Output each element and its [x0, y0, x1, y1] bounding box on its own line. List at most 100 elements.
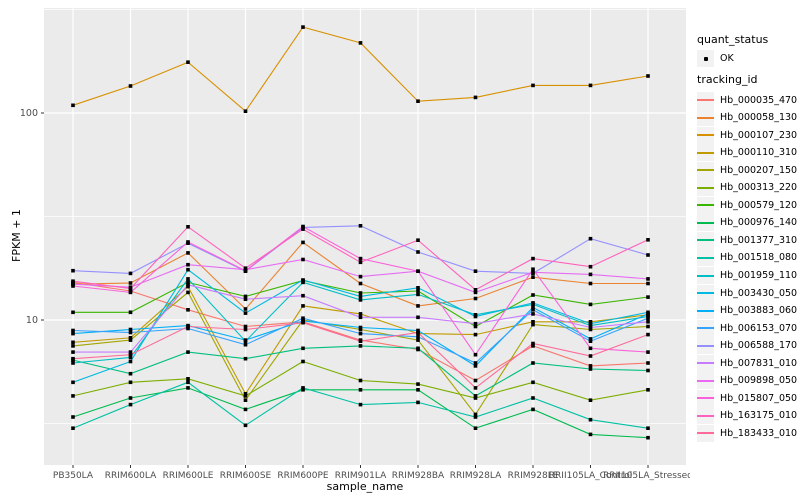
- data-point: [71, 415, 75, 419]
- data-point: [71, 310, 75, 315]
- legend-key: [697, 196, 714, 214]
- data-point: [646, 388, 650, 392]
- y-axis-title: FPKM + 1: [10, 209, 23, 262]
- data-point: [473, 394, 478, 398]
- data-point: [186, 225, 190, 229]
- legend-key: [697, 267, 714, 284]
- data-point: [243, 338, 248, 342]
- data-point: [243, 307, 248, 311]
- legend-entry-Hb_000207_150: Hb_000207_150: [697, 161, 798, 179]
- data-point: [531, 344, 535, 348]
- line-swatch-icon: [697, 221, 714, 224]
- data-point: [646, 277, 650, 281]
- data-point: [588, 417, 593, 422]
- legend-label: OK: [720, 53, 734, 64]
- data-point: [128, 396, 133, 400]
- data-point: [71, 361, 75, 365]
- legend-label: Hb_183433_010: [720, 427, 798, 439]
- data-point: [416, 269, 420, 273]
- data-point: [416, 338, 420, 342]
- legend-label: Hb_000207_150: [720, 164, 798, 176]
- data-point: [128, 352, 133, 357]
- data-point: [243, 356, 248, 361]
- legend-key: [697, 389, 714, 407]
- data-point: [186, 326, 190, 331]
- data-point: [128, 355, 133, 360]
- data-point: [531, 293, 535, 297]
- line-swatch-icon: [697, 239, 714, 242]
- legend-key: [697, 337, 714, 355]
- legend-label: Hb_000110_310: [720, 147, 798, 159]
- data-point: [358, 281, 363, 286]
- legend-key: [697, 302, 714, 320]
- data-point: [128, 271, 133, 276]
- data-point: [531, 275, 535, 279]
- x-tick-label: RRIM600LE: [163, 471, 214, 481]
- legend-label: Hb_006153_070: [720, 322, 798, 334]
- line-swatch-icon: [697, 151, 714, 154]
- data-point: [71, 426, 75, 430]
- data-point: [531, 270, 535, 275]
- line-swatch-icon: [697, 116, 714, 119]
- data-point: [531, 305, 535, 310]
- data-point: [588, 337, 593, 341]
- data-point: [531, 267, 535, 271]
- data-point: [71, 279, 75, 283]
- data-point: [646, 426, 650, 430]
- data-point: [301, 386, 305, 390]
- data-point: [416, 388, 420, 392]
- data-point: [128, 327, 133, 332]
- data-point: [416, 292, 420, 297]
- data-point: [243, 268, 248, 273]
- data-point: [473, 396, 478, 400]
- line-swatch-icon: [697, 256, 714, 259]
- data-point: [128, 286, 133, 291]
- data-point: [473, 332, 478, 337]
- data-point: [71, 331, 75, 336]
- data-point: [646, 324, 650, 329]
- legend-entry-Hb_163175_010: Hb_163175_010: [697, 407, 797, 425]
- panel-background: [44, 8, 686, 465]
- data-point: [473, 412, 478, 417]
- data-point: [301, 388, 305, 392]
- data-point: [186, 240, 190, 244]
- data-point: [416, 315, 420, 320]
- legend-label: Hb_009898_050: [720, 375, 798, 387]
- data-point: [128, 338, 133, 342]
- legend-entry-Hb_001959_110: Hb_001959_110: [697, 267, 797, 284]
- data-point: [531, 256, 535, 261]
- legend-key: [697, 126, 714, 144]
- data-point: [416, 250, 420, 254]
- data-point: [531, 312, 535, 316]
- data-point: [71, 350, 75, 354]
- data-point: [243, 297, 248, 301]
- legend-key: [697, 50, 714, 67]
- data-point: [358, 344, 363, 348]
- data-point: [588, 320, 593, 324]
- data-point: [588, 367, 593, 371]
- data-point: [588, 364, 593, 368]
- data-point: [243, 398, 248, 402]
- x-tick-label: RRIM600PE: [277, 471, 329, 481]
- data-point: [71, 328, 75, 333]
- data-point: [531, 361, 535, 365]
- data-point: [243, 342, 248, 347]
- legend-entry-Hb_183433_010: Hb_183433_010: [697, 424, 798, 442]
- data-point: [128, 402, 133, 407]
- legend-entry-Hb_006153_070: Hb_006153_070: [697, 319, 798, 337]
- data-point: [243, 294, 248, 299]
- legend-label: Hb_015807_050: [720, 392, 798, 404]
- data-point: [416, 238, 420, 242]
- data-point: [416, 289, 420, 293]
- legend-key: [697, 144, 714, 162]
- y-tick-label: 10: [26, 315, 38, 326]
- data-point: [358, 294, 363, 299]
- data-point: [531, 322, 535, 327]
- data-point: [588, 432, 593, 437]
- data-point: [301, 280, 305, 285]
- legend-label: Hb_003430_050: [720, 287, 798, 299]
- data-point: [588, 83, 593, 88]
- data-point: [71, 394, 75, 398]
- line-swatch-icon: [697, 327, 714, 330]
- x-tick-label: RRIM600SE: [220, 471, 272, 481]
